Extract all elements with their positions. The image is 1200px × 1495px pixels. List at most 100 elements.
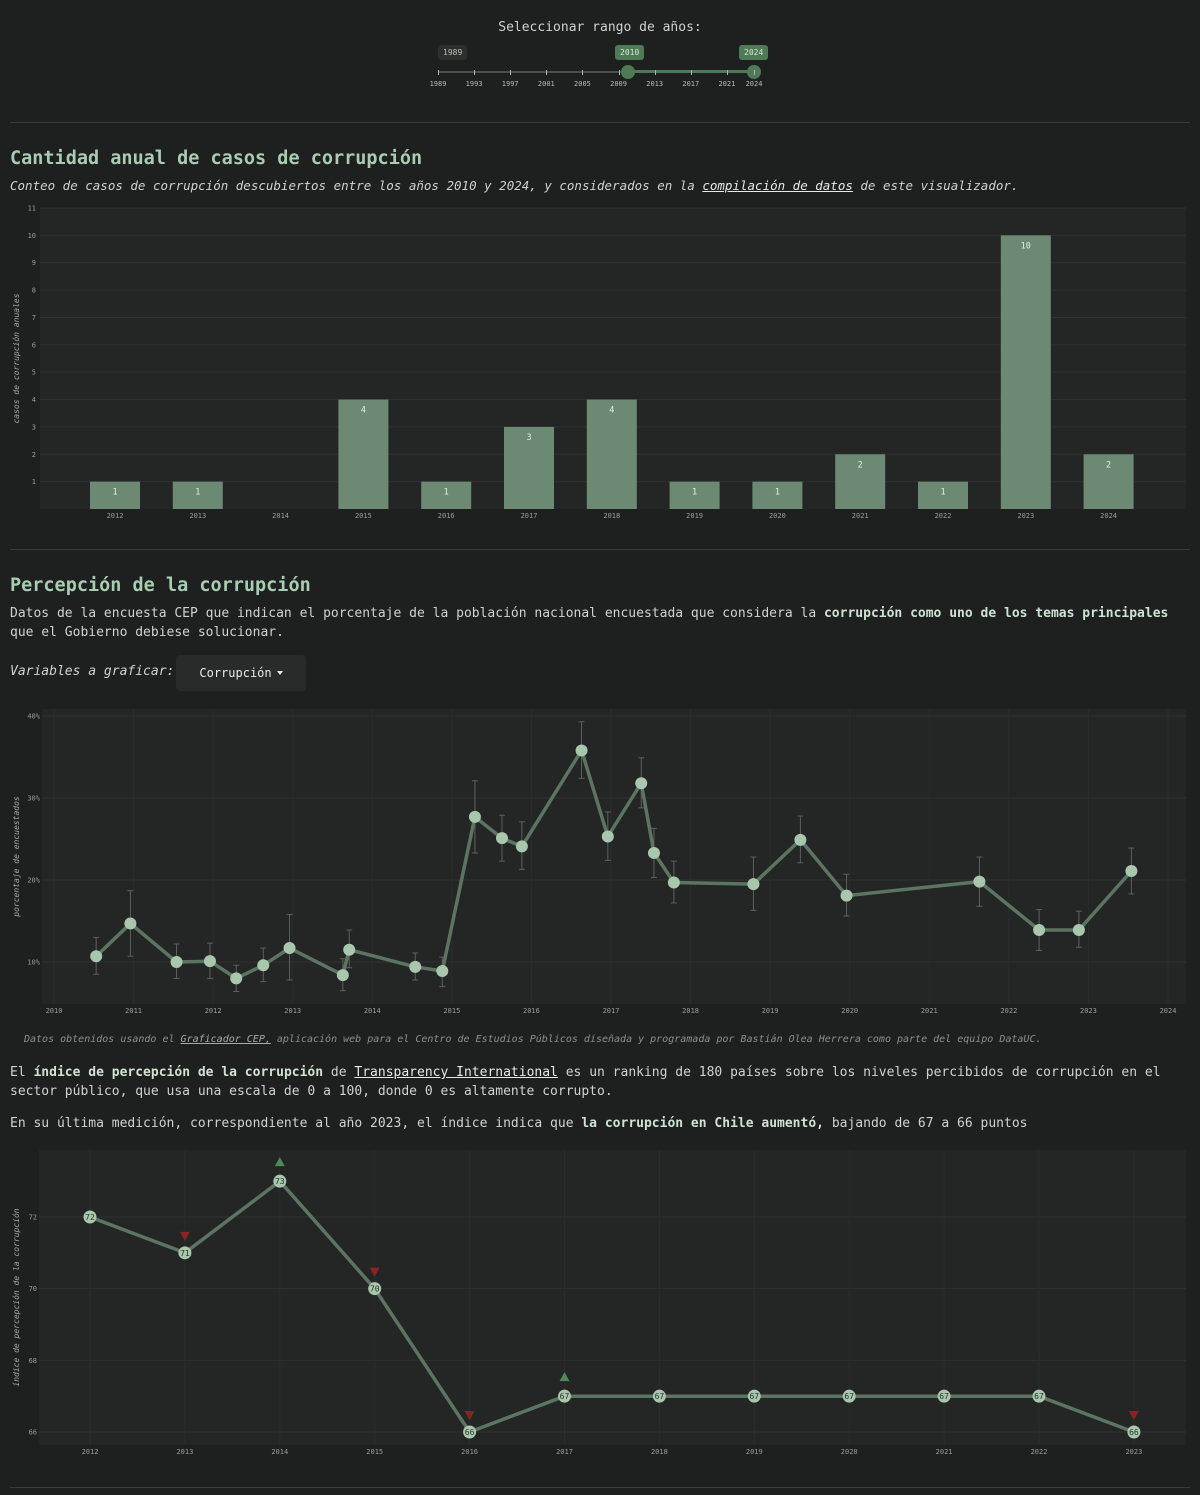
graficador-cep-link[interactable]: Graficador CEP,	[180, 1034, 271, 1045]
x-tick-label: 2024	[1160, 1007, 1177, 1015]
data-point	[515, 840, 528, 853]
y-axis-title: porcentaje de encuestados	[12, 796, 21, 918]
cases-section-title: Cantidad anual de casos de corrupción	[10, 148, 423, 169]
range-tick-mark	[654, 70, 656, 75]
y-tick-label: 11	[28, 205, 36, 213]
source-text: Datos obtenidos usando el	[24, 1034, 181, 1045]
data-compilation-link[interactable]: compilación de datos	[702, 178, 853, 193]
bar	[1083, 454, 1134, 509]
data-point	[575, 744, 588, 757]
range-tick-mark	[582, 70, 584, 75]
bar	[504, 426, 554, 509]
data-point	[601, 830, 614, 843]
decrease-marker-icon	[464, 1411, 475, 1420]
x-tick-label: 2024	[1100, 512, 1117, 520]
x-tick-label: 2012	[205, 1007, 222, 1015]
x-tick-label: 2016	[523, 1007, 540, 1015]
range-tick-mark	[474, 70, 476, 75]
divider	[10, 549, 1190, 550]
bar	[338, 399, 389, 509]
x-tick-label: 2013	[189, 512, 206, 520]
range-track[interactable]	[438, 71, 754, 73]
range-tick-mark	[510, 70, 512, 75]
y-axis-title: índice de percepción de la corrupción	[11, 1208, 21, 1386]
source-text-end: aplicación web para el Centro de Estudio…	[270, 1034, 1042, 1045]
range-tick-label: 2024	[745, 80, 763, 88]
x-tick-label: 2018	[651, 1448, 668, 1456]
bar	[421, 481, 472, 509]
x-tick-label: 2016	[461, 1448, 478, 1456]
y-tick-label: 5	[32, 369, 36, 377]
y-tick-label: 9	[32, 259, 36, 267]
data-point	[230, 972, 243, 985]
ti-bold: índice de percepción de la corrupción	[33, 1065, 324, 1080]
range-min-badge: 1989	[438, 45, 468, 60]
x-tick-label: 2019	[762, 1007, 779, 1015]
x-tick-label: 2012	[82, 1448, 99, 1456]
data-point-label: 66	[1129, 1428, 1139, 1437]
range-tick-mark	[690, 70, 692, 75]
range-start-badge: 2010	[615, 45, 645, 60]
increase-marker-icon	[559, 1372, 570, 1382]
perception-section-title: Percepción de la corrupción	[10, 575, 311, 596]
x-tick-label: 2020	[841, 1007, 858, 1015]
data-point-label: 67	[1034, 1392, 1044, 1401]
data-point-label: 66	[465, 1428, 475, 1437]
x-tick-label: 2010	[46, 1007, 63, 1015]
data-point	[463, 1425, 477, 1439]
y-tick-label: 10%	[27, 959, 40, 967]
x-tick-label: 2014	[272, 512, 289, 520]
x-tick-label: 2021	[921, 1007, 938, 1015]
variables-dropdown-button[interactable]: Corrupción	[176, 655, 306, 691]
bar-value-label: 1	[444, 488, 449, 498]
decrease-marker-icon	[369, 1267, 380, 1277]
x-tick-label: 2022	[1031, 1448, 1048, 1456]
cep-perception-chart: 10% 20% 30% 40% 2010 2011 2012 2013 2014 2015 2016…	[12, 709, 1186, 1015]
data-point-label: 73	[275, 1177, 285, 1186]
range-tick-label: 1997	[501, 80, 519, 88]
range-slider[interactable]	[438, 65, 761, 79]
x-tick-label: 2022	[935, 512, 952, 520]
subtitle-text: Conteo de casos de corrupción descubiert…	[10, 178, 703, 193]
cep-source-note: Datos obtenidos usando el Graficador CEP…	[24, 1034, 1041, 1045]
data-point	[124, 917, 137, 930]
range-slider-title: Seleccionar rango de años:	[498, 20, 702, 35]
bar	[835, 454, 886, 509]
bar-value-label: 1	[775, 488, 780, 498]
x-tick-label: 2020	[841, 1448, 858, 1456]
x-tick-label: 2021	[852, 512, 869, 520]
range-tick-label: 2005	[574, 80, 591, 88]
y-tick-label: 1	[32, 478, 36, 486]
data-point-label: 72	[85, 1213, 95, 1222]
range-selected-track[interactable]	[627, 70, 754, 73]
subtitle-text-end: de este visualizador.	[852, 178, 1019, 193]
data-point-label: 67	[844, 1392, 854, 1401]
data-point-label: 67	[560, 1392, 570, 1401]
data-point	[558, 1389, 571, 1403]
plot-background	[42, 709, 1186, 1004]
range-start-handle[interactable]	[620, 65, 635, 79]
ti-text-end: es un ranking de 180 países sobre los ni…	[10, 1065, 1161, 1099]
bar-value-label: 1	[195, 488, 200, 498]
ti-latest-text-end: bajando de 67 a 66 puntos	[824, 1116, 1028, 1131]
y-tick-label: 8	[32, 287, 36, 295]
bar	[752, 481, 803, 509]
bar	[669, 481, 720, 509]
range-tick-label: 2013	[646, 80, 664, 88]
range-tick-mark	[618, 70, 620, 75]
data-point-label: 71	[180, 1249, 190, 1258]
x-tick-label: 2021	[936, 1448, 953, 1456]
plot-background	[39, 1150, 1186, 1445]
transparency-international-link[interactable]: Transparency International	[354, 1065, 558, 1080]
data-point	[178, 1246, 192, 1260]
data-point	[747, 1389, 761, 1403]
y-tick-label: 2	[32, 451, 36, 459]
data-point	[842, 1389, 856, 1403]
bar-value-label: 1	[692, 488, 697, 498]
y-tick-label: 68	[29, 1357, 37, 1365]
range-tick-mark	[726, 70, 728, 75]
data-point	[937, 1389, 951, 1403]
data-point	[283, 942, 296, 955]
x-tick-label: 2015	[443, 1007, 460, 1015]
bar	[1000, 235, 1051, 509]
